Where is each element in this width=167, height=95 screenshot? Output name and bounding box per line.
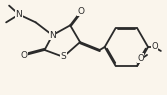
Text: N: N — [16, 10, 22, 19]
Text: N: N — [49, 31, 56, 40]
Text: O: O — [137, 54, 144, 63]
Text: O: O — [77, 7, 85, 16]
Text: O: O — [151, 42, 158, 51]
Text: O: O — [20, 51, 27, 60]
Text: S: S — [60, 52, 66, 61]
